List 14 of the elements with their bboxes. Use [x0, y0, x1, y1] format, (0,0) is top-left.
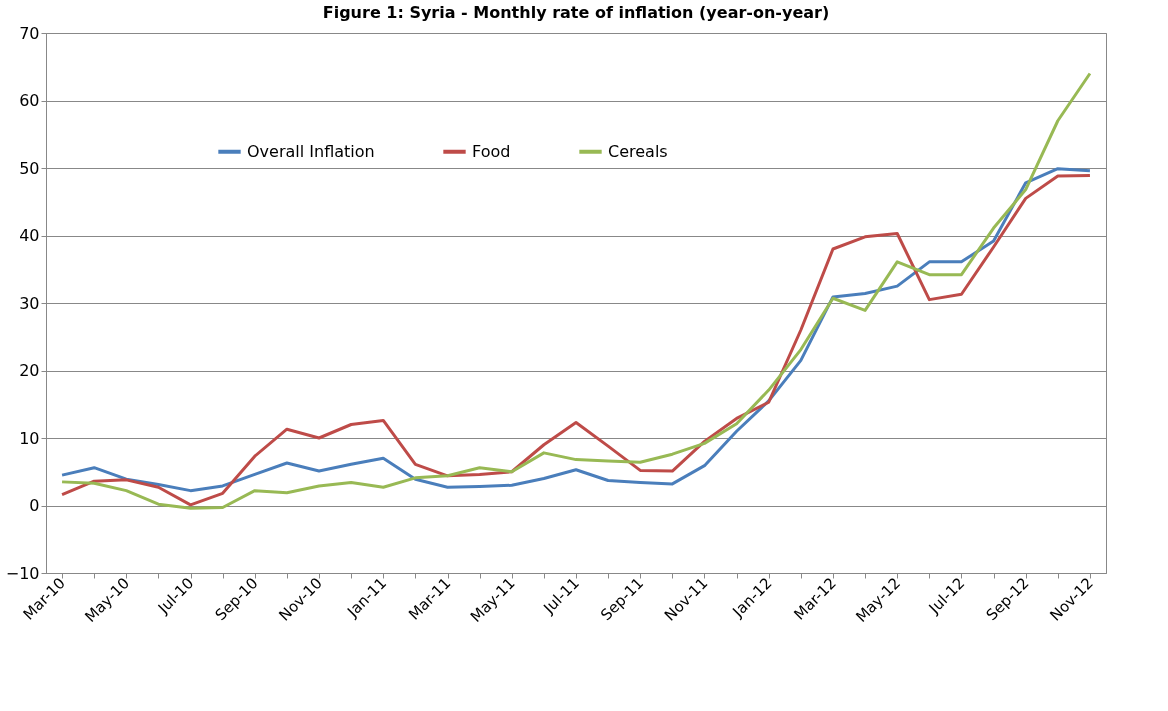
line-series — [60, 72, 1092, 510]
y-tick-label: 0 — [29, 496, 40, 515]
y-tick-label: 60 — [19, 91, 40, 110]
chart-title: Figure 1: Syria - Monthly rate of inflation (year-on-year) — [322, 3, 830, 22]
y-tick-label: −10 — [5, 563, 40, 583]
y-tick-label: 30 — [19, 293, 40, 313]
y-tick-label: 70 — [19, 23, 40, 43]
legend-label: Food — [472, 141, 511, 161]
y-tick-label: 40 — [19, 226, 40, 245]
y-tick-label: 50 — [19, 158, 40, 178]
y-tick-label: 10 — [19, 428, 40, 448]
legend-label: Overall Inflation — [247, 141, 375, 161]
y-tick-label: 20 — [19, 361, 40, 380]
legend-label: Cereals — [608, 141, 668, 161]
